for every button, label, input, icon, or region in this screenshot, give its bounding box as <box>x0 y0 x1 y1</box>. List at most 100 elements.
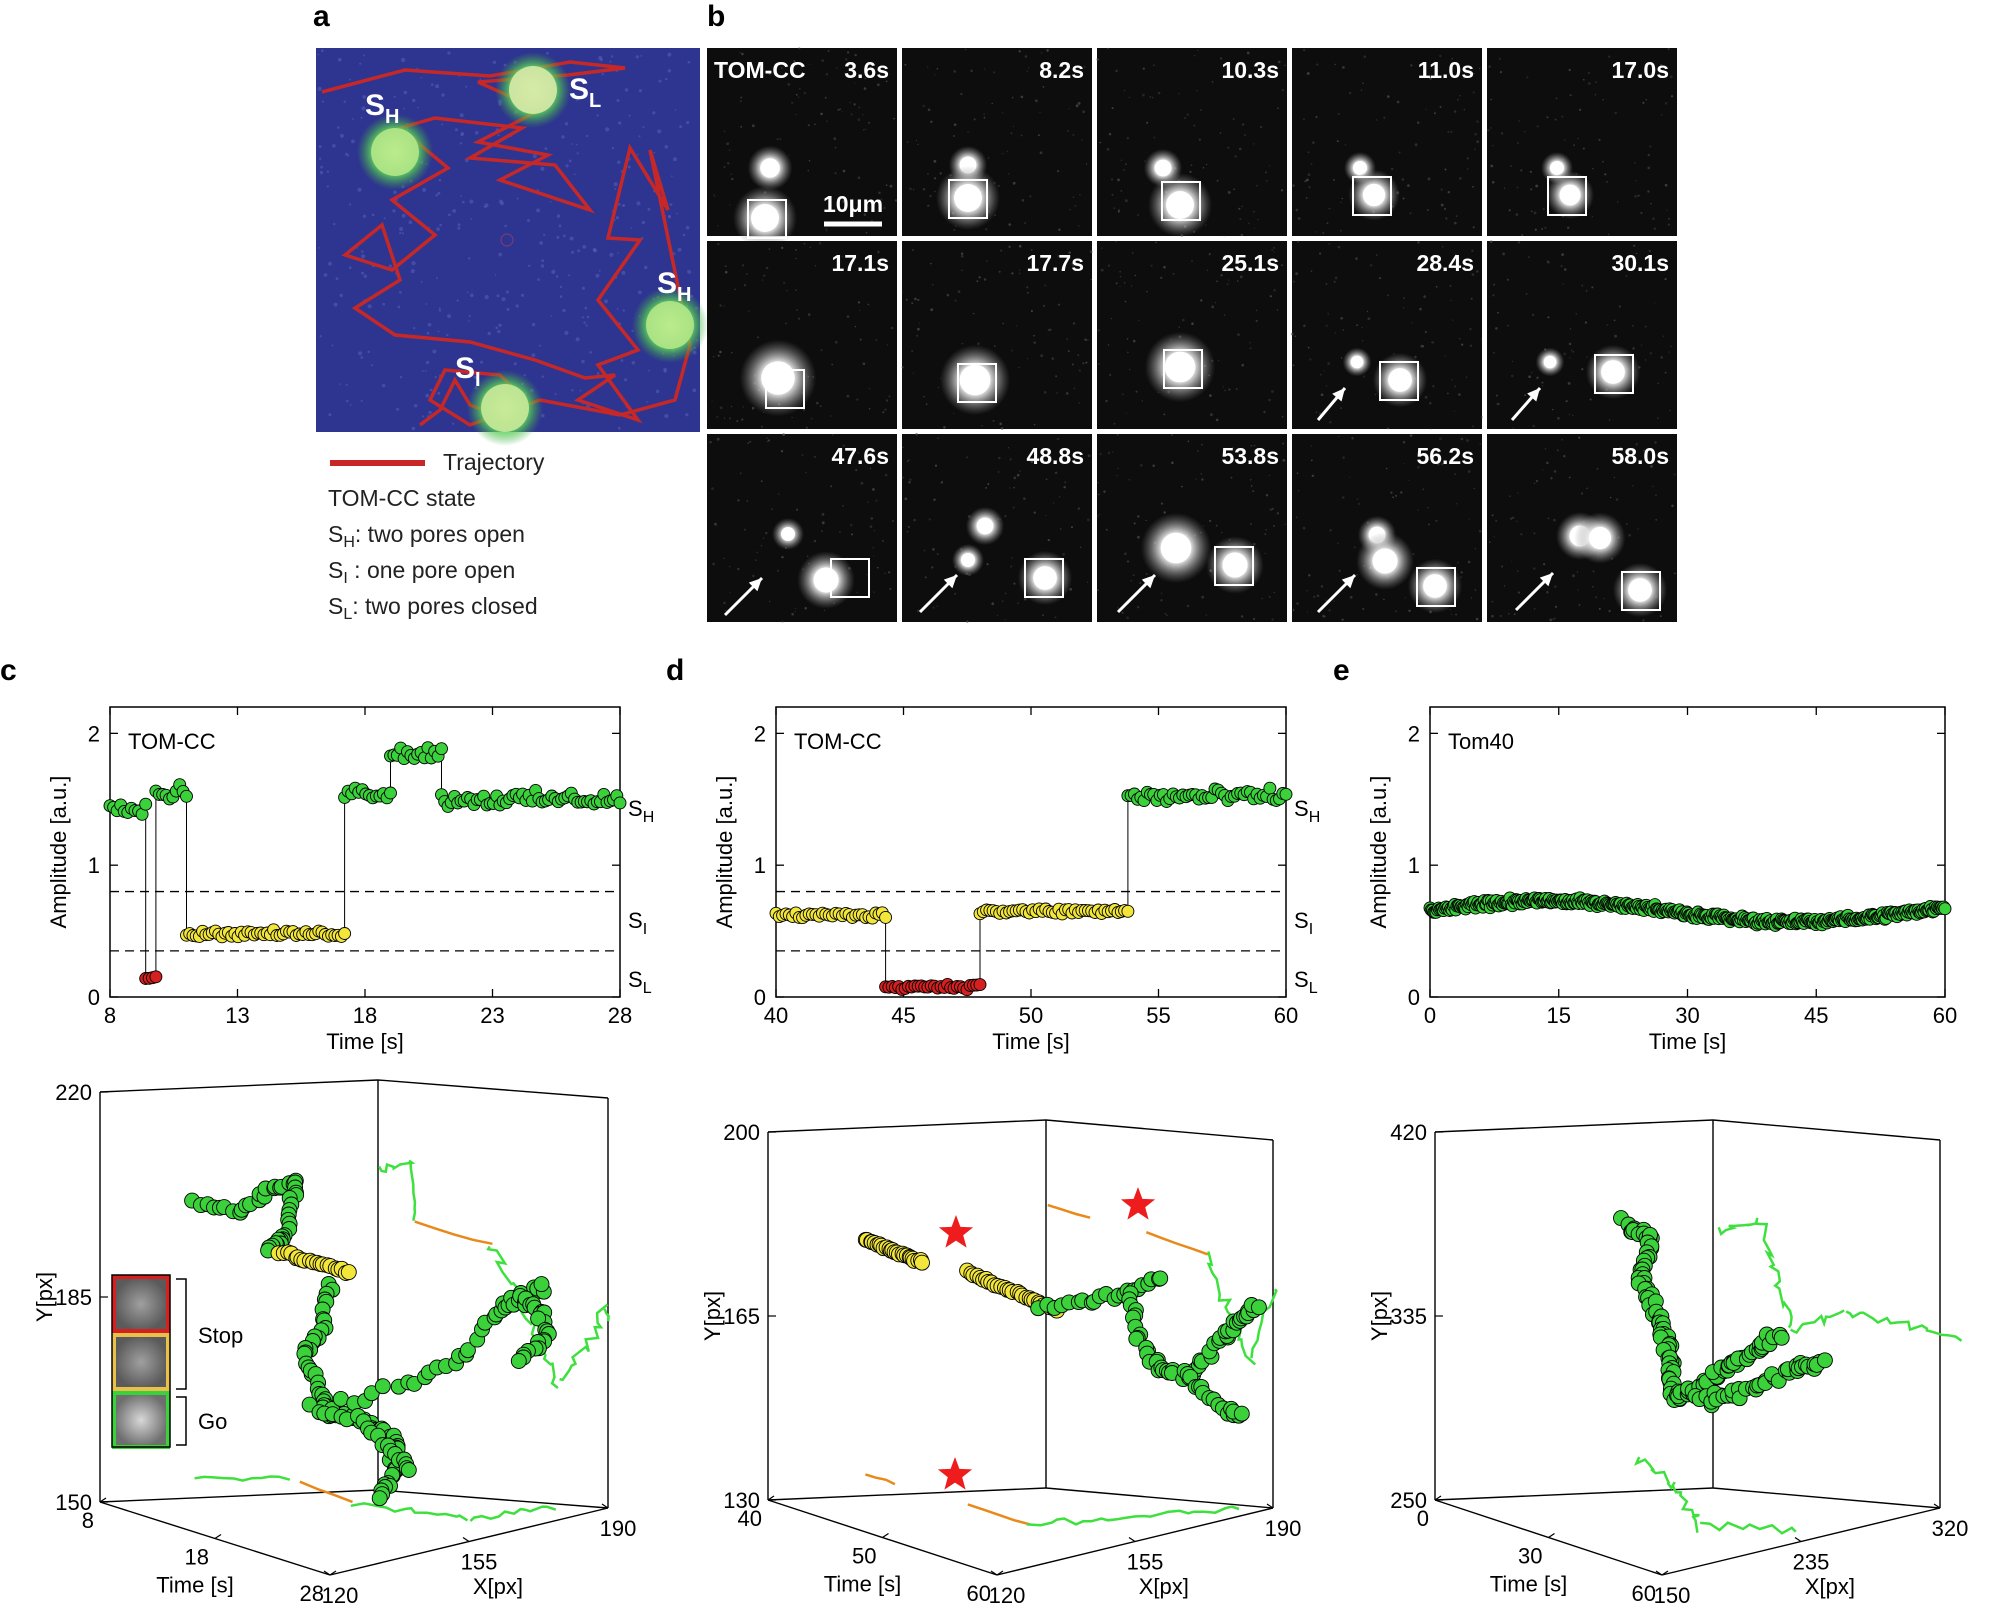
noise-dot <box>862 114 864 116</box>
state-label-main: S <box>1294 967 1309 992</box>
y-tick-label: 220 <box>55 1080 92 1105</box>
noise-dot <box>1201 478 1204 481</box>
membrane-dot <box>468 257 471 260</box>
noise-dot <box>807 124 810 127</box>
noise-dot <box>748 310 750 312</box>
noise-dot <box>1473 487 1476 490</box>
membrane-dot <box>371 213 375 217</box>
noise-dot <box>855 469 858 472</box>
noise-dot <box>752 574 755 578</box>
noise-dot <box>1602 99 1604 101</box>
noise-dot <box>876 83 880 87</box>
noise-dot <box>1236 280 1239 282</box>
noise-dot <box>1085 361 1088 364</box>
noise-dot <box>1544 226 1547 229</box>
membrane-dot <box>475 131 479 135</box>
membrane-dot <box>349 203 352 206</box>
x-tick-label: 45 <box>1804 1003 1828 1028</box>
wall-projection-go <box>1845 1310 1963 1342</box>
membrane-dot <box>363 274 367 278</box>
noise-dot <box>922 104 925 108</box>
noise-dot <box>1163 265 1166 269</box>
noise-dot <box>1132 339 1136 343</box>
noise-dot <box>925 403 928 406</box>
noise-dot <box>806 555 809 558</box>
noise-dot <box>1561 253 1564 256</box>
noise-dot <box>1004 619 1006 621</box>
noise-dot <box>1123 169 1125 171</box>
top-right-edge <box>1045 1119 1274 1141</box>
trajectory-point <box>530 1310 547 1327</box>
noise-dot <box>1374 393 1377 396</box>
noise-dot <box>1228 388 1231 391</box>
membrane-dot <box>345 152 348 156</box>
noise-dot <box>1240 233 1244 237</box>
noise-dot <box>1553 518 1556 522</box>
membrane-dot <box>462 376 465 379</box>
membrane-dot <box>362 214 367 218</box>
noise-dot <box>1232 118 1235 121</box>
noise-dot <box>751 124 755 128</box>
noise-dot <box>717 225 719 227</box>
membrane-dot <box>430 83 434 86</box>
noise-dot <box>1227 191 1231 194</box>
membrane-dot <box>425 303 428 305</box>
noise-dot <box>782 433 785 436</box>
noise-dot <box>832 434 834 436</box>
noise-dot <box>1576 571 1579 573</box>
noise-dot <box>1334 276 1338 280</box>
noise-dot <box>1396 100 1400 104</box>
fluorescent-spot-core <box>961 553 975 567</box>
noise-dot <box>924 576 927 579</box>
plot-frame <box>775 706 1287 998</box>
membrane-dot <box>435 84 440 89</box>
noise-dot <box>941 481 944 484</box>
noise-dot <box>1097 515 1099 518</box>
noise-dot <box>1253 617 1256 621</box>
x-axis-label: Time [s] <box>326 1029 403 1054</box>
noise-dot <box>1209 519 1212 523</box>
noise-dot <box>1476 270 1479 273</box>
noise-dot <box>1042 86 1045 88</box>
noise-dot <box>1511 560 1513 562</box>
noise-dot <box>1496 402 1500 406</box>
noise-dot <box>777 493 780 496</box>
noise-dot <box>739 472 742 475</box>
noise-dot <box>803 242 806 245</box>
noise-dot <box>1490 98 1492 101</box>
fluorescent-spot-core <box>813 567 839 593</box>
noise-dot <box>1320 393 1324 397</box>
tracking-box <box>957 363 997 403</box>
noise-dot <box>1455 502 1458 505</box>
membrane-dot <box>426 331 430 335</box>
noise-dot <box>741 52 744 56</box>
noise-dot <box>746 500 748 502</box>
noise-dot <box>1068 108 1070 110</box>
noise-dot <box>1272 524 1275 527</box>
membrane-dot <box>441 93 445 97</box>
membrane-dot <box>541 375 544 378</box>
membrane-dot <box>427 322 432 327</box>
wall-projection-stop <box>1145 1231 1209 1256</box>
membrane-dot <box>570 143 573 145</box>
floor-right-edge <box>377 1489 609 1509</box>
noise-dot <box>769 600 771 602</box>
trajectory-point <box>374 1378 391 1395</box>
noise-dot <box>1512 360 1514 362</box>
membrane-dot <box>321 100 325 103</box>
t-tick <box>329 1570 337 1576</box>
noise-dot <box>1503 585 1506 587</box>
noise-dot <box>1253 227 1255 229</box>
noise-dot <box>1652 485 1654 488</box>
tracking-box <box>765 369 805 409</box>
noise-dot <box>1056 392 1058 394</box>
noise-dot <box>1271 390 1274 393</box>
noise-dot <box>1319 252 1322 255</box>
noise-dot <box>937 386 940 389</box>
membrane-dot <box>402 107 405 110</box>
noise-dot <box>1609 496 1612 499</box>
trajectory-point <box>1773 1329 1790 1346</box>
wall-projection-go <box>1250 1288 1278 1359</box>
membrane-dot <box>520 293 525 297</box>
noise-dot <box>983 113 985 115</box>
